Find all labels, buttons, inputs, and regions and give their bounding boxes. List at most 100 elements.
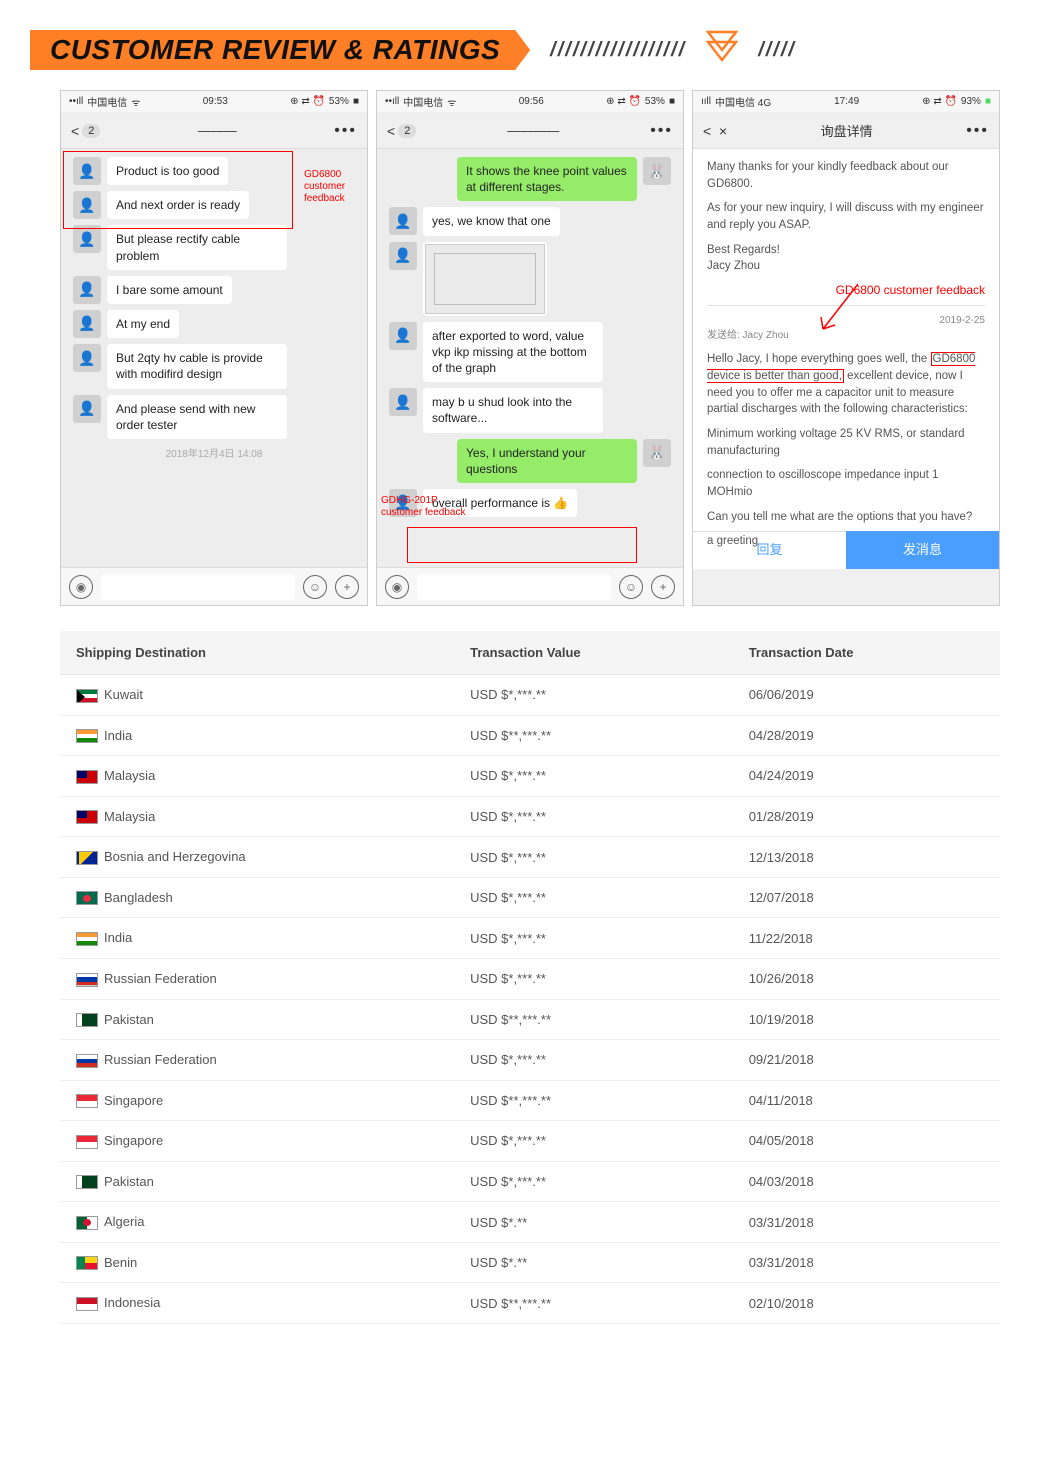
input-bar: ◉ ☺ + [377, 567, 683, 605]
value-cell: USD $*,***.** [454, 1161, 733, 1202]
reply-button[interactable]: 回复 [693, 531, 846, 569]
date-cell: 12/13/2018 [733, 837, 1000, 878]
country-label: Russian Federation [104, 1052, 217, 1067]
dest-cell: Bangladesh [60, 877, 454, 918]
send-button[interactable]: 发消息 [846, 531, 999, 569]
wifi-icon: ᯤ [131, 95, 140, 109]
avatar[interactable]: 👤 [389, 242, 417, 270]
timestamp: 2018年12月4日 14:08 [67, 445, 361, 460]
table-row: BeninUSD $*.**03/31/2018 [60, 1242, 1000, 1283]
avatar[interactable]: 🐰 [643, 439, 671, 467]
more-icon[interactable]: ••• [650, 122, 673, 140]
country-label: Bosnia and Herzegovina [104, 849, 246, 864]
email-body[interactable]: Many thanks for your kindly feedback abo… [693, 149, 999, 569]
annotation-label: GDHG-201P customer feedback [381, 495, 471, 519]
message-bubble[interactable]: And please send with new order tester [107, 395, 287, 439]
date-cell: 10/26/2018 [733, 958, 1000, 999]
table-row: MalaysiaUSD $*,***.**04/24/2019 [60, 756, 1000, 797]
column-header: Shipping Destination [60, 631, 454, 675]
message-bubble[interactable]: But please rectify cable problem [107, 225, 287, 269]
date-cell: 11/22/2018 [733, 918, 1000, 959]
table-row: Bosnia and HerzegovinaUSD $*,***.**12/13… [60, 837, 1000, 878]
message-bubble[interactable]: after exported to word, value vkp ikp mi… [423, 322, 603, 383]
message-row: 👤But please rectify cable problem [67, 225, 361, 269]
email-paragraph: As for your new inquiry, I will discuss … [707, 200, 985, 233]
flag-icon [76, 810, 98, 824]
value-cell: USD $*,***.** [454, 918, 733, 959]
transactions-table: Shipping Destination Transaction Value T… [60, 631, 1000, 1324]
table-row: IndonesiaUSD $**,***.**02/10/2018 [60, 1283, 1000, 1324]
dest-cell: India [60, 715, 454, 756]
avatar[interactable]: 👤 [389, 207, 417, 235]
voice-icon[interactable]: ◉ [69, 575, 93, 599]
chat-body[interactable]: 🐰It shows the knee point values at diffe… [377, 149, 683, 569]
email-actions: 回复 发消息 [693, 531, 999, 569]
dest-cell: Russian Federation [60, 1040, 454, 1081]
avatar[interactable]: 👤 [73, 157, 101, 185]
avatar[interactable]: 👤 [73, 276, 101, 304]
table-row: SingaporeUSD $*,***.**04/05/2018 [60, 1121, 1000, 1162]
emoji-icon[interactable]: ☺ [619, 575, 643, 599]
avatar[interactable]: 👤 [73, 225, 101, 253]
message-bubble[interactable]: And next order is ready [107, 191, 249, 219]
wifi-icon: ᯤ [447, 95, 456, 109]
message-bubble[interactable]: It shows the knee point values at differ… [457, 157, 637, 201]
header-slashes-left: ////////////////// [550, 39, 686, 62]
plus-icon[interactable]: + [335, 575, 359, 599]
flag-icon [76, 1135, 98, 1149]
avatar[interactable]: 👤 [73, 191, 101, 219]
message-bubble[interactable]: may b u shud look into the software... [423, 388, 603, 432]
dest-cell: Kuwait [60, 675, 454, 716]
country-label: Russian Federation [104, 971, 217, 986]
message-input[interactable] [417, 574, 611, 600]
avatar[interactable]: 👤 [389, 388, 417, 416]
avatar[interactable]: 👤 [73, 344, 101, 372]
table-row: KuwaitUSD $*,***.**06/06/2019 [60, 675, 1000, 716]
more-icon[interactable]: ••• [334, 122, 357, 140]
back-button[interactable]: < 2 [387, 123, 416, 139]
table-row: BangladeshUSD $*,***.**12/07/2018 [60, 877, 1000, 918]
status-icons: ⊕ ⇄ ⏰ [922, 96, 957, 107]
country-label: Malaysia [104, 809, 155, 824]
chat-body[interactable]: 👤Product is too good👤And next order is r… [61, 149, 367, 569]
date-cell: 04/11/2018 [733, 1080, 1000, 1121]
dest-cell: Pakistan [60, 1161, 454, 1202]
chat-title: ——— [198, 123, 237, 138]
dest-cell: Singapore [60, 1080, 454, 1121]
country-label: Pakistan [104, 1174, 154, 1189]
value-cell: USD $*,***.** [454, 958, 733, 999]
signal-icon: ••ıll [385, 96, 399, 107]
message-bubble[interactable]: yes, we know that one [423, 207, 560, 235]
avatar[interactable]: 👤 [389, 322, 417, 350]
emoji-icon[interactable]: ☺ [303, 575, 327, 599]
value-cell: USD $**,***.** [454, 1080, 733, 1121]
message-bubble[interactable]: But 2qty hv cable is provide with modifi… [107, 344, 287, 388]
message-bubble[interactable]: I bare some amount [107, 276, 232, 304]
dest-cell: Algeria [60, 1202, 454, 1243]
plus-icon[interactable]: + [651, 575, 675, 599]
date-cell: 04/24/2019 [733, 756, 1000, 797]
value-cell: USD $*.** [454, 1242, 733, 1283]
country-label: Pakistan [104, 1012, 154, 1027]
dest-cell: Pakistan [60, 999, 454, 1040]
back-button[interactable]: < 2 [71, 123, 100, 139]
page-title: 询盘详情 [821, 121, 873, 140]
message-input[interactable] [101, 574, 295, 600]
message-row: 👤But 2qty hv cable is provide with modif… [67, 344, 361, 388]
back-button[interactable]: < × [703, 123, 727, 139]
more-icon[interactable]: ••• [966, 122, 989, 140]
voice-icon[interactable]: ◉ [385, 575, 409, 599]
message-bubble[interactable]: Product is too good [107, 157, 228, 185]
value-cell: USD $*,***.** [454, 756, 733, 797]
date-cell: 12/07/2018 [733, 877, 1000, 918]
battery-label: 53% [329, 96, 349, 107]
message-bubble[interactable]: At my end [107, 310, 179, 338]
message-image[interactable] [423, 242, 547, 316]
avatar[interactable]: 🐰 [643, 157, 671, 185]
country-label: Indonesia [104, 1295, 160, 1310]
avatar[interactable]: 👤 [73, 395, 101, 423]
down-triangle-icon [706, 30, 738, 70]
email-paragraph: Many thanks for your kindly feedback abo… [707, 159, 985, 192]
message-bubble[interactable]: Yes, I understand your questions [457, 439, 637, 483]
avatar[interactable]: 👤 [73, 310, 101, 338]
